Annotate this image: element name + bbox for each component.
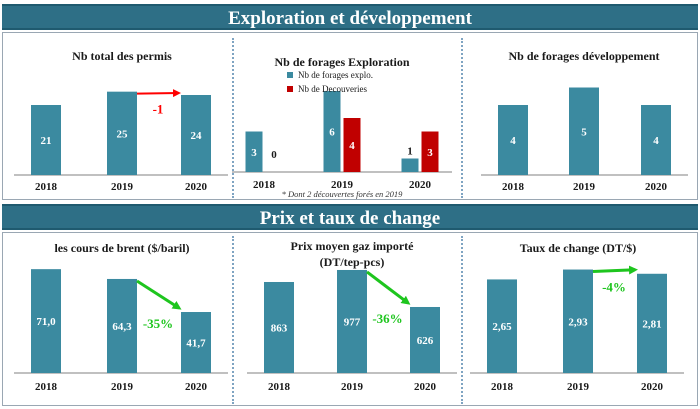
data-label: 41,7 — [186, 338, 206, 350]
data-label: 21 — [41, 135, 52, 147]
bar — [498, 105, 528, 175]
chart-title: (DT/tep-pcs) — [320, 255, 385, 269]
banner-exploration: Exploration et développement — [2, 4, 698, 30]
panel-separator — [461, 38, 463, 198]
banner-prix: Prix et taux de change — [2, 204, 698, 230]
chart-title: Nb de forages développement — [509, 49, 660, 63]
change-arrow — [136, 89, 181, 98]
data-label: 3 — [251, 147, 257, 159]
panel-separator — [232, 236, 234, 404]
change-label: -35% — [143, 316, 173, 331]
x-tick-label: 2019 — [567, 381, 590, 393]
bar — [107, 91, 137, 175]
data-label: 2,93 — [568, 316, 588, 328]
legend-label: Nb de forages explo. — [298, 70, 373, 80]
panel-frame-prix — [2, 232, 698, 406]
legend-swatch — [287, 72, 293, 78]
bar — [569, 87, 599, 175]
chart-title: Prix moyen gaz importé — [291, 239, 415, 253]
x-tick-label: 2018 — [253, 179, 276, 191]
x-tick-label: 2020 — [414, 381, 437, 393]
panel-frame-exploration — [2, 32, 698, 200]
data-label: 64,3 — [112, 321, 132, 333]
bar — [343, 118, 361, 172]
x-tick-label: 2019 — [111, 381, 134, 393]
bar — [31, 105, 61, 175]
chart-title: les cours de brent ($/baril) — [54, 241, 189, 255]
bar — [181, 95, 211, 175]
data-label: 4 — [510, 135, 516, 147]
data-label: 24 — [191, 130, 203, 142]
change-label: -1 — [153, 102, 164, 117]
bar — [410, 306, 440, 373]
change-arrow — [136, 279, 182, 310]
data-label: 4 — [653, 135, 659, 147]
change-arrow — [592, 265, 638, 275]
data-label: 2,65 — [492, 321, 512, 333]
change-label: -36% — [372, 311, 402, 326]
change-label: -4% — [602, 280, 626, 295]
data-label: 71,0 — [36, 316, 56, 328]
chart-title: Nb de forages Exploration — [275, 55, 410, 69]
x-tick-label: 2018 — [502, 181, 525, 193]
data-label: 2,81 — [642, 318, 661, 330]
data-label: 25 — [117, 128, 129, 140]
x-tick-label: 2018 — [35, 381, 58, 393]
panel-separator — [232, 38, 234, 198]
data-label: 4 — [349, 140, 355, 152]
data-label: 626 — [417, 335, 434, 347]
chart-footnote: * Dont 2 découvertes forés en 2019 — [282, 189, 404, 199]
bar — [264, 281, 294, 373]
legend-swatch — [287, 86, 293, 92]
x-tick-label: 2019 — [331, 179, 354, 191]
chart-title: Nb total des permis — [72, 49, 172, 63]
bar — [421, 131, 439, 172]
bar — [245, 131, 263, 172]
bar — [337, 269, 367, 373]
data-label: 1 — [407, 146, 413, 158]
bar — [107, 278, 137, 373]
x-tick-label: 2018 — [491, 381, 514, 393]
legend-label: Nb de Decouveries — [298, 84, 367, 94]
x-tick-label: 2018 — [268, 381, 291, 393]
x-tick-label: 2018 — [35, 181, 58, 193]
data-label: 863 — [271, 322, 288, 334]
x-tick-label: 2019 — [111, 181, 134, 193]
data-label: 0 — [271, 149, 277, 161]
data-label: 977 — [344, 316, 361, 328]
x-tick-label: 2020 — [409, 179, 432, 191]
data-label: 3 — [427, 147, 433, 159]
x-tick-label: 2019 — [573, 181, 596, 193]
bar — [637, 273, 667, 373]
panel-separator — [461, 236, 463, 404]
chart-title: Taux de change (DT/$) — [520, 241, 637, 255]
bar — [323, 91, 341, 172]
bar — [31, 269, 61, 373]
bar — [401, 158, 419, 172]
x-tick-label: 2020 — [645, 181, 668, 193]
x-tick-label: 2020 — [641, 381, 664, 393]
bar — [563, 269, 593, 373]
change-arrow — [366, 270, 411, 305]
bar — [181, 312, 211, 373]
x-tick-label: 2019 — [341, 381, 364, 393]
x-tick-label: 2020 — [185, 181, 208, 193]
bar — [641, 105, 671, 175]
data-label: 6 — [329, 127, 335, 139]
x-tick-label: 2020 — [185, 381, 208, 393]
bar — [487, 279, 517, 373]
data-label: 5 — [581, 126, 587, 138]
